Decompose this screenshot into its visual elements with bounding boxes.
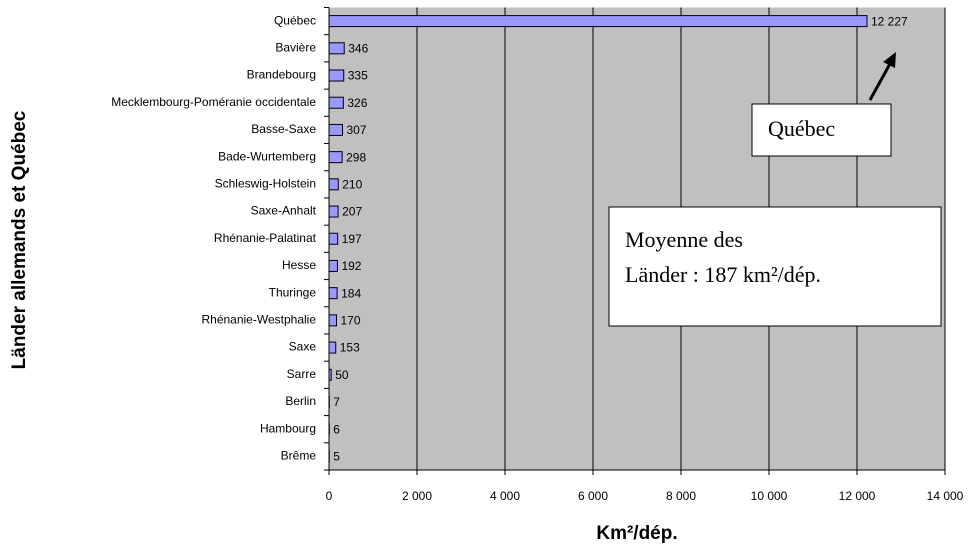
y-tick-label: Hambourg bbox=[260, 421, 316, 435]
annotation: Länder : 187 km²/dép. bbox=[625, 262, 821, 287]
bar bbox=[328, 287, 338, 300]
data-label: 6 bbox=[333, 422, 340, 436]
data-label: 335 bbox=[348, 69, 368, 83]
x-tick-label: 14 000 bbox=[927, 489, 964, 503]
x-tick-label: 6 000 bbox=[578, 489, 608, 503]
data-label: 192 bbox=[341, 259, 361, 273]
annotation-box bbox=[751, 103, 892, 157]
data-label: 153 bbox=[340, 341, 360, 355]
annotation-box bbox=[608, 206, 942, 327]
bar bbox=[328, 259, 338, 272]
x-tick-label: 4 000 bbox=[490, 489, 520, 503]
x-tick-label: 8 000 bbox=[666, 489, 696, 503]
bar bbox=[328, 15, 868, 28]
data-label: 170 bbox=[340, 314, 360, 328]
bar bbox=[328, 341, 337, 354]
y-tick-label: Thuringe bbox=[269, 285, 317, 299]
y-tick-label: Hesse bbox=[282, 258, 316, 272]
y-tick-label: Basse-Saxe bbox=[251, 122, 316, 136]
bar bbox=[328, 178, 339, 191]
data-label: 50 bbox=[335, 368, 349, 382]
x-tick-label: 12 000 bbox=[839, 489, 876, 503]
bar bbox=[328, 205, 339, 218]
y-tick-label: Berlin bbox=[285, 394, 316, 408]
y-tick-label: Québec bbox=[274, 13, 316, 27]
data-label: 5 bbox=[333, 450, 340, 464]
y-axis-label: Länder allemands et Québec bbox=[9, 110, 30, 369]
data-label: 7 bbox=[333, 395, 340, 409]
x-tick-label: 0 bbox=[326, 489, 333, 503]
y-tick-label: Saxe bbox=[289, 340, 317, 354]
arrow bbox=[868, 61, 893, 101]
arrow-head bbox=[883, 52, 896, 68]
data-label: 197 bbox=[342, 232, 362, 246]
data-label: 210 bbox=[342, 178, 362, 192]
y-tick-label: Bade-Wurtemberg bbox=[218, 149, 316, 163]
y-tick-label: Sarre bbox=[287, 367, 317, 381]
y-tick-label: Brandebourg bbox=[247, 68, 316, 82]
y-tick-label: Mecklembourg-Poméranie occidentale bbox=[111, 95, 316, 109]
y-tick-label: Rhénanie-Palatinat bbox=[214, 231, 317, 245]
y-tick-label: Saxe-Anhalt bbox=[251, 204, 317, 218]
bar bbox=[328, 69, 345, 82]
bar bbox=[328, 151, 343, 164]
data-label: 184 bbox=[341, 286, 361, 300]
bar bbox=[328, 314, 337, 327]
bars bbox=[328, 15, 868, 463]
x-tick-label: 10 000 bbox=[751, 489, 788, 503]
bar bbox=[328, 96, 344, 109]
data-label: 12 227 bbox=[871, 14, 908, 28]
data-label: 346 bbox=[348, 41, 368, 55]
x-tick-label: 2 000 bbox=[402, 489, 432, 503]
y-tick-label: Brême bbox=[281, 449, 317, 463]
x-axis-label: Km²/dép. bbox=[596, 523, 677, 544]
data-label: 207 bbox=[342, 205, 362, 219]
bar bbox=[328, 123, 344, 136]
y-tick-label: Rhénanie-Westphalie bbox=[201, 313, 316, 327]
data-label: 326 bbox=[347, 96, 367, 110]
bar bbox=[328, 232, 339, 245]
bar bbox=[328, 42, 345, 55]
data-label: 307 bbox=[347, 123, 367, 137]
y-tick-label: Schleswig-Holstein bbox=[215, 177, 316, 191]
y-tick-label: Bavière bbox=[275, 40, 316, 54]
annotation: Québec bbox=[768, 116, 835, 141]
annotation: Moyenne des bbox=[625, 227, 743, 252]
data-label: 298 bbox=[346, 150, 366, 164]
